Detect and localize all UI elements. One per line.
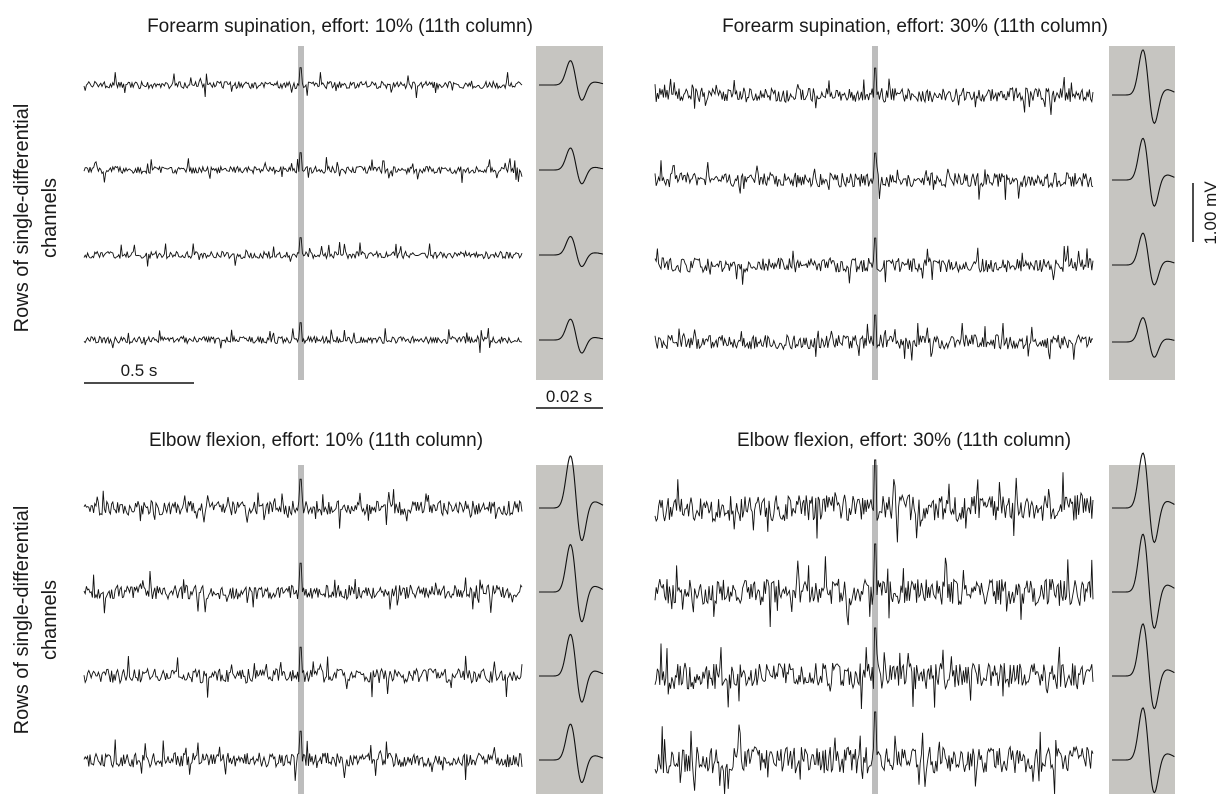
panel-title-supination-30: Forearm supination, effort: 30% (11th co…	[722, 16, 1108, 37]
muap-waveform-row-3	[1112, 623, 1175, 710]
muap-waveform-row-1	[539, 455, 604, 542]
muap-waveform-row-2	[539, 543, 604, 623]
emg-trace-row-3	[654, 627, 1094, 710]
emg-trace-row-1	[654, 67, 1094, 115]
panel-flexion-30	[654, 452, 1175, 794]
highlight-bar	[298, 46, 304, 380]
muap-panel	[536, 465, 603, 794]
muap-waveform-row-1	[1112, 49, 1175, 125]
emg-trace-row-1	[83, 67, 523, 99]
highlight-bar	[298, 465, 304, 794]
muap-waveform-row-4	[1112, 317, 1175, 358]
panel-flexion-10	[83, 455, 604, 794]
panel-title-flexion-30: Elbow flexion, effort: 30% (11th column)	[737, 430, 1071, 451]
emg-trace-row-3	[83, 237, 523, 267]
muap-waveform-row-2	[1112, 137, 1175, 207]
emg-trace-row-4	[83, 322, 523, 353]
y-axis-label-top-line2: channels	[39, 178, 61, 258]
muap-panel	[1109, 465, 1175, 794]
highlight-bar	[872, 46, 878, 380]
panel-title-flexion-10: Elbow flexion, effort: 10% (11th column)	[149, 430, 483, 451]
emg-trace-row-2	[654, 543, 1094, 628]
muap-waveform-row-2	[539, 147, 604, 185]
muap-waveform-row-4	[1112, 707, 1175, 794]
muap-waveform-row-2	[1112, 533, 1175, 630]
muap-panel	[536, 46, 603, 380]
muap-panel	[1109, 46, 1175, 380]
muap-waveform-row-4	[539, 318, 604, 354]
emg-trace-row-2	[654, 152, 1094, 200]
muap-waveform-row-3	[1112, 232, 1175, 286]
panel-supination-10	[83, 46, 604, 380]
emg-trace-row-2	[83, 562, 523, 614]
muap-waveform-row-3	[539, 235, 604, 268]
emg-trace-row-1	[83, 478, 523, 529]
time-scalebar-short-label: 0.02 s	[546, 387, 592, 406]
time-scalebar-long-label: 0.5 s	[121, 361, 158, 380]
emg-trace-row-4	[83, 730, 523, 781]
emg-trace-row-1	[654, 459, 1094, 543]
muap-waveform-row-1	[539, 60, 604, 101]
y-axis-label-top-line1: Rows of single-differential	[11, 104, 33, 333]
muap-waveform-row-1	[1112, 452, 1175, 544]
amplitude-scalebar-label: 1.00 mV	[1201, 181, 1220, 245]
y-axis-label-bottom-line2: channels	[39, 580, 61, 660]
y-axis-label-bottom-line1: Rows of single-differential	[11, 506, 33, 735]
panel-supination-30	[654, 46, 1175, 380]
emg-trace-row-3	[654, 237, 1094, 285]
muap-waveform-row-3	[539, 633, 604, 703]
emg-trace-row-2	[83, 152, 523, 183]
emg-trace-row-4	[654, 314, 1094, 361]
muap-waveform-row-4	[539, 723, 604, 783]
emg-trace-row-3	[83, 646, 523, 698]
panel-title-supination-10: Forearm supination, effort: 10% (11th co…	[147, 16, 533, 37]
emg-trace-row-4	[654, 711, 1094, 794]
